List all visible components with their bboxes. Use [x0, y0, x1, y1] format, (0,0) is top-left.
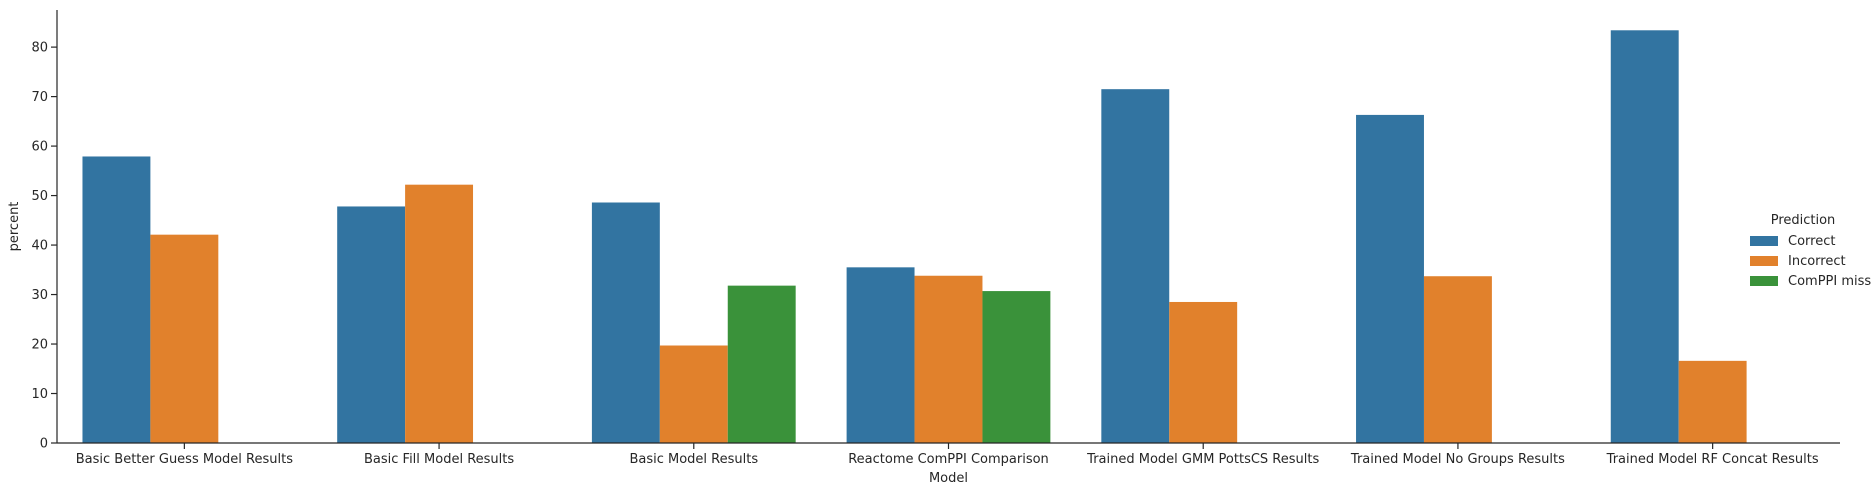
x-tick-label: Basic Better Guess Model Results — [76, 452, 293, 467]
bar-comppi-miss-4 — [982, 291, 1051, 443]
bar-correct-2 — [337, 206, 406, 443]
bar-correct-7 — [1610, 30, 1679, 443]
legend-swatch-comppi-miss — [1750, 276, 1778, 286]
y-tick-label: 80 — [31, 41, 48, 56]
legend: Prediction Correct Incorrect ComPPI miss — [1750, 213, 1871, 289]
x-tick-label: Basic Model Results — [629, 452, 758, 467]
bar-incorrect-4 — [914, 275, 983, 443]
bar-incorrect-2 — [405, 184, 474, 443]
x-tick-label: Trained Model No Groups Results — [1350, 452, 1565, 467]
bar-correct-6 — [1356, 114, 1424, 443]
bar-correct-4 — [846, 267, 915, 443]
bar-correct-5 — [1101, 89, 1170, 444]
x-axis: Basic Better Guess Model Results Basic Fi… — [57, 442, 1840, 467]
bar-comppi-miss-3 — [727, 285, 796, 443]
x-axis-title: Model — [929, 471, 968, 486]
legend-title: Prediction — [1771, 213, 1836, 228]
y-tick-label: 30 — [31, 288, 48, 303]
bar-incorrect-7 — [1678, 360, 1747, 443]
x-tick-label: Reactome ComPPI Comparison — [848, 452, 1049, 467]
y-tick-label: 60 — [31, 140, 48, 155]
bar-incorrect-6 — [1423, 276, 1492, 443]
y-tick-label: 10 — [31, 387, 48, 402]
legend-label: ComPPI miss — [1788, 274, 1871, 289]
bars — [82, 30, 1747, 444]
x-tick-label: Basic Fill Model Results — [364, 452, 514, 467]
bar-incorrect-1 — [150, 234, 219, 443]
x-tick-label: Trained Model GMM PottsCS Results — [1086, 452, 1319, 467]
y-axis-title: percent — [7, 202, 22, 252]
bar-correct-1 — [82, 156, 151, 444]
legend-swatch-correct — [1750, 236, 1778, 246]
bar-incorrect-3 — [659, 345, 728, 443]
y-axis: 0 10 20 30 40 50 60 70 80 — [31, 10, 58, 452]
x-tick-label: Trained Model RF Concat Results — [1606, 452, 1819, 467]
bar-correct-3 — [591, 202, 660, 443]
y-tick-label: 50 — [31, 189, 48, 204]
legend-swatch-incorrect — [1750, 256, 1778, 266]
legend-label: Correct — [1788, 234, 1835, 249]
y-tick-label: 0 — [40, 437, 48, 452]
y-tick-label: 20 — [31, 338, 48, 353]
legend-label: Incorrect — [1788, 254, 1846, 269]
y-tick-label: 70 — [31, 90, 48, 105]
y-tick-label: 40 — [31, 239, 48, 254]
bar-incorrect-5 — [1169, 301, 1238, 443]
